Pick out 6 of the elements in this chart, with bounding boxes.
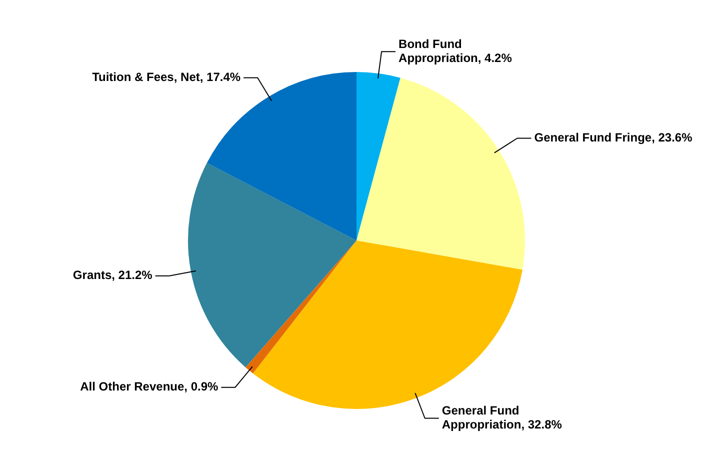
slice-label: Bond Fund Appropriation, 4.2%: [398, 36, 512, 65]
slice-label: Tuition & Fees, Net, 17.4%: [92, 70, 241, 84]
slice-label: General Fund Appropriation, 32.8%: [442, 404, 562, 432]
slice-label: All Other Revenue, 0.9%: [80, 380, 218, 394]
slice-label: Grants, 21.2%: [72, 268, 153, 282]
slice-label: General Fund Fringe, 23.6%: [534, 130, 693, 145]
